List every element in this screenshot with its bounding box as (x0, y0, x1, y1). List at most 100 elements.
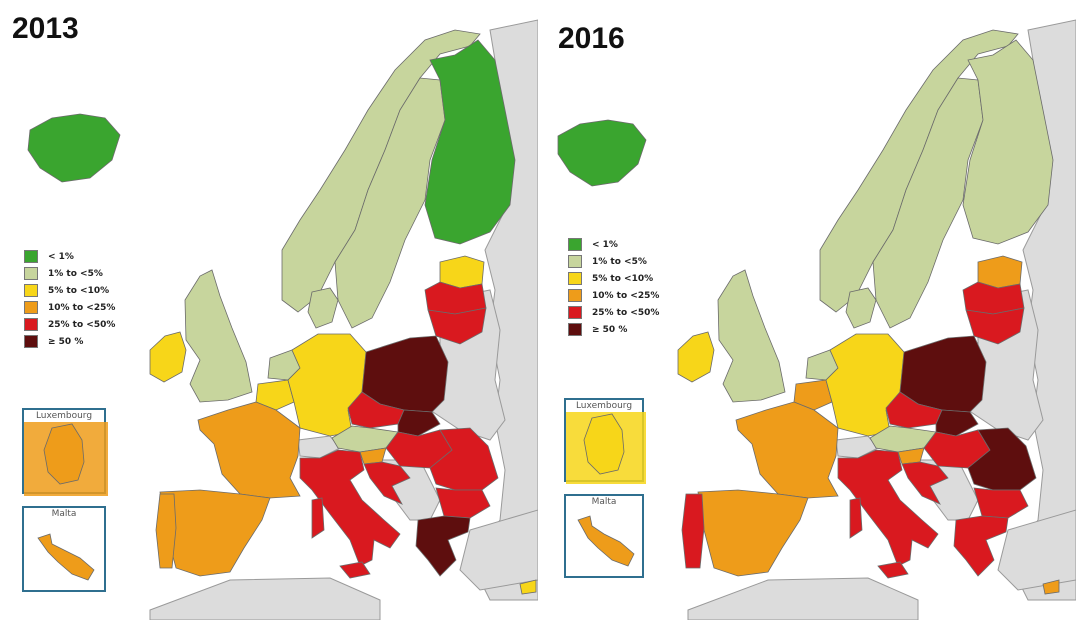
country-greece (953, 515, 1009, 577)
land-turkey (459, 509, 538, 591)
legend-item: < 1% (568, 236, 659, 253)
inset-luxembourg-map (566, 412, 646, 484)
legend-label: 5% to <10% (48, 285, 110, 296)
legend-item: 10% to <25% (24, 299, 115, 316)
land-switzerland (297, 435, 341, 459)
country-ireland (677, 331, 715, 383)
country-greece (415, 515, 471, 577)
europe-map (557, 19, 1076, 620)
country-belgium (793, 379, 833, 411)
inset-title: Malta (591, 497, 617, 507)
country-denmark (307, 287, 339, 329)
legend-item: 25% to <50% (24, 316, 115, 333)
country-bulgaria (973, 487, 1029, 519)
country-italy (837, 449, 939, 567)
country-latvia (424, 281, 487, 315)
country-sweden (334, 77, 446, 329)
inset-malta: Malta (564, 494, 644, 578)
legend-label: 25% to <50% (592, 307, 660, 318)
legend-swatch (568, 238, 582, 251)
country-estonia (977, 255, 1023, 289)
country-latvia (962, 281, 1025, 315)
inset-title: Luxembourg (575, 401, 633, 411)
country-romania (429, 427, 499, 491)
country-estonia (439, 255, 485, 289)
country-malta (577, 515, 635, 567)
legend-swatch (568, 289, 582, 302)
legend-swatch (24, 250, 38, 263)
country-bulgaria (435, 487, 491, 519)
legend-label: 10% to <25% (592, 290, 660, 301)
legend-swatch (24, 335, 38, 348)
land-switzerland (835, 435, 879, 459)
inset-title: Malta (51, 509, 77, 519)
legend-swatch (24, 267, 38, 280)
country-malta (37, 533, 95, 581)
legend-label: ≥ 50 % (48, 336, 84, 347)
legend-label: < 1% (592, 239, 618, 250)
legend-swatch (24, 318, 38, 331)
legend-item: < 1% (24, 248, 115, 265)
country-croatia (363, 461, 411, 505)
legend-swatch (24, 301, 38, 314)
country-finland (424, 39, 516, 245)
inset-malta: Malta (22, 506, 106, 592)
map-year-title: 2013 (12, 12, 79, 45)
legend-item: 10% to <25% (568, 287, 659, 304)
country-belgium (255, 379, 295, 411)
legend-label: 25% to <50% (48, 319, 116, 330)
legend-label: 1% to <5% (592, 256, 647, 267)
legend-swatch (568, 323, 582, 336)
legend-item: 25% to <50% (568, 304, 659, 321)
island-sicily (339, 561, 371, 579)
inset-malta-map (577, 515, 635, 567)
legend-item: 5% to <10% (24, 282, 115, 299)
country-iceland (27, 113, 121, 183)
legend-item: 5% to <10% (568, 270, 659, 287)
legend-swatch (568, 272, 582, 285)
inset-luxembourg: Luxembourg (564, 398, 646, 484)
map-legend: < 1% 1% to <5% 5% to <10% 10% to <25% 25… (24, 248, 115, 350)
country-denmark (845, 287, 877, 329)
country-iceland (557, 119, 647, 187)
map-panel-2013: 2013 < 1% 1% to <5% 5% to <10% 10% to <2… (12, 12, 538, 620)
country-france (735, 401, 839, 499)
country-romania (967, 427, 1037, 491)
country-uk (184, 269, 253, 403)
land-north-africa (149, 577, 381, 620)
country-spain (697, 489, 809, 577)
country-luxembourg (583, 413, 625, 475)
legend-label: < 1% (48, 251, 74, 262)
legend-item: ≥ 50 % (24, 333, 115, 350)
legend-label: 1% to <5% (48, 268, 103, 279)
legend-swatch (24, 284, 38, 297)
europe-map (27, 19, 538, 620)
inset-luxembourg: Luxembourg (22, 408, 108, 496)
island-sardinia (849, 497, 863, 539)
inset-malta-map (37, 533, 95, 581)
legend-item: 1% to <5% (24, 265, 115, 282)
legend-item: 1% to <5% (568, 253, 659, 270)
map-legend: < 1% 1% to <5% 5% to <10% 10% to <25% 25… (568, 236, 659, 338)
country-ireland (149, 331, 187, 383)
legend-label: 10% to <25% (48, 302, 116, 313)
country-cyprus (519, 579, 537, 595)
map-year-title: 2016 (558, 22, 625, 55)
inset-luxembourg-map (24, 422, 108, 496)
legend-label: 5% to <10% (592, 273, 654, 284)
country-croatia (901, 461, 949, 505)
island-sardinia (311, 497, 325, 539)
land-turkey (997, 509, 1076, 591)
island-sicily (877, 561, 909, 579)
country-finland (962, 39, 1054, 245)
land-north-africa (687, 577, 919, 620)
legend-swatch (568, 306, 582, 319)
country-sweden (872, 77, 984, 329)
inset-title: Luxembourg (35, 411, 93, 421)
map-panel-2016: 2016 < 1% 1% to <5% 5% to <10% 10% to <2… (538, 0, 1076, 620)
country-luxembourg (43, 423, 85, 485)
country-portugal (681, 493, 705, 569)
legend-item: ≥ 50 % (568, 321, 659, 338)
legend-label: ≥ 50 % (592, 324, 628, 335)
country-spain (159, 489, 271, 577)
